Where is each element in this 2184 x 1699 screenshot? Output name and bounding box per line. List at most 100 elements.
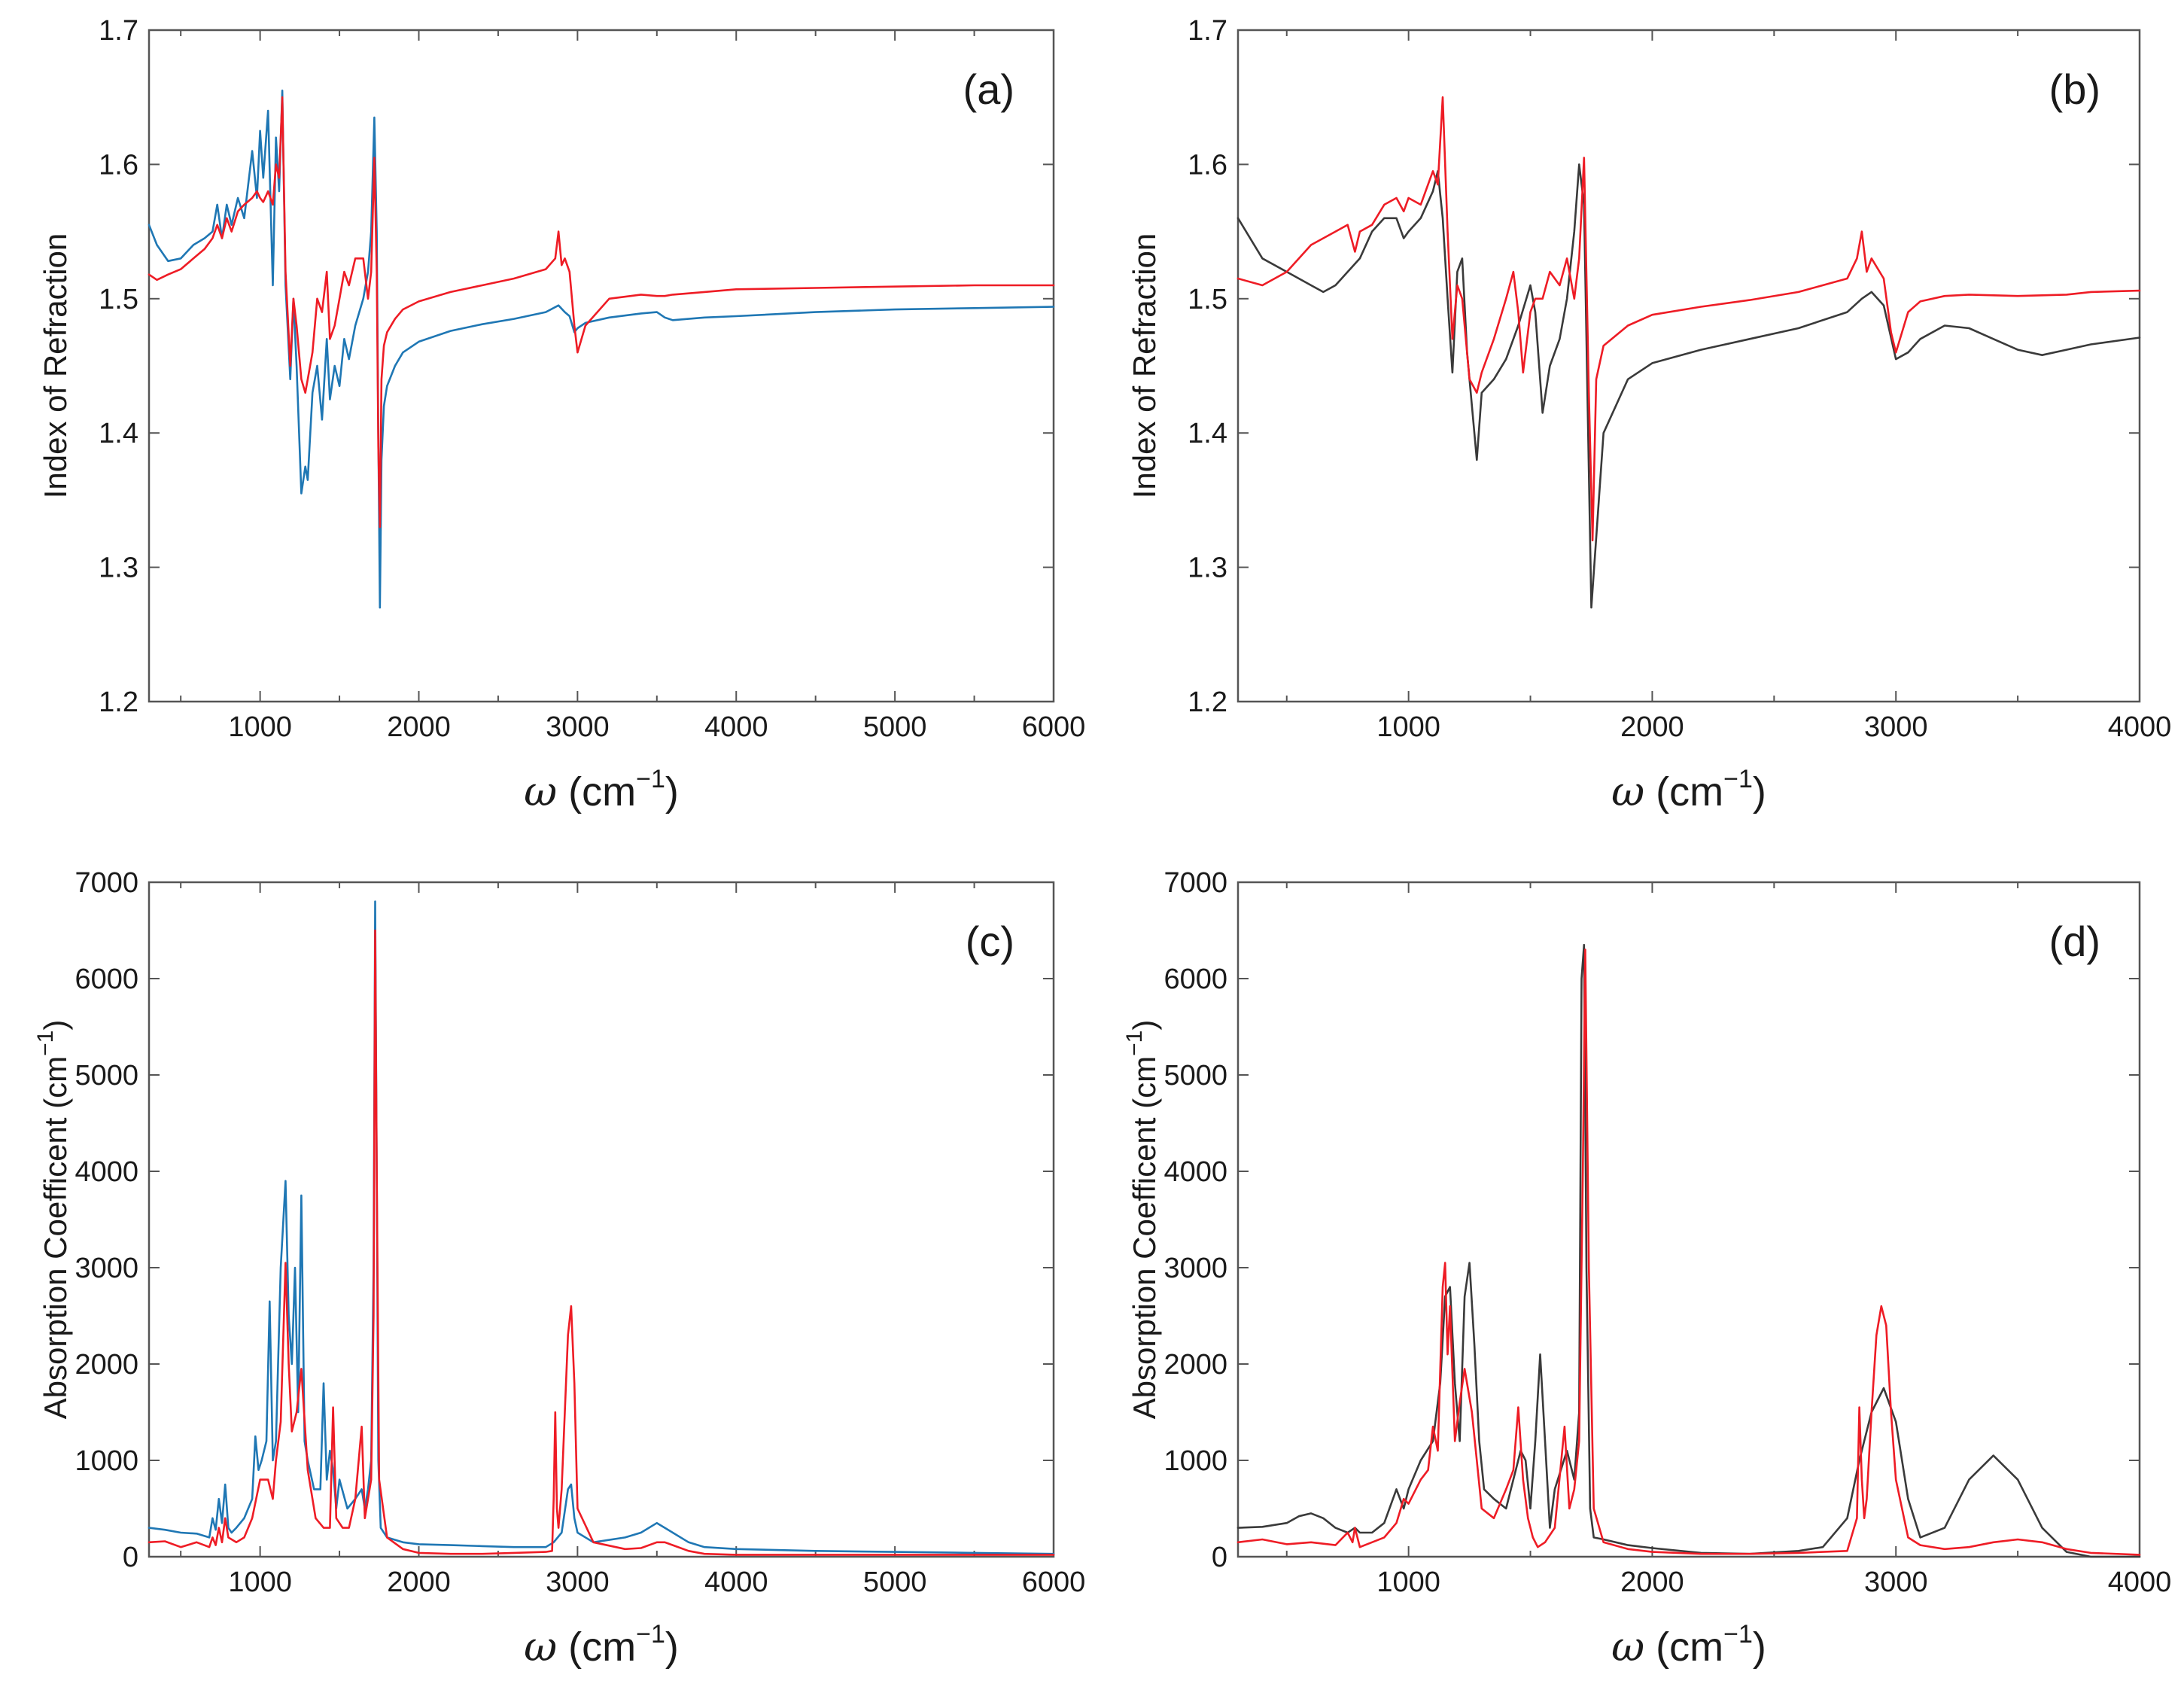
panel-label: (d) <box>2049 918 2100 965</box>
y-axis-title: Index of Refraction <box>38 233 73 499</box>
y-tick-label: 0 <box>1212 1542 1227 1573</box>
series-red-line <box>1236 96 2141 542</box>
y-tick-label: 1.4 <box>99 418 138 449</box>
y-tick-label: 1.3 <box>1188 553 1227 584</box>
y-tick-label: 1.3 <box>99 553 138 584</box>
y-tick-label: 1.6 <box>99 149 138 181</box>
x-axis-exponent: −1 <box>636 1620 665 1649</box>
x-axis-unit: (cm <box>1644 1624 1723 1670</box>
x-tick-label: 2000 <box>387 1567 451 1598</box>
y-tick-label: 1000 <box>75 1445 138 1477</box>
x-axis-close: ) <box>1753 1624 1766 1670</box>
x-axis-unit: (cm <box>557 769 636 814</box>
panel-a: 1000 2000 3000 4000 5000 6000 1.2 1.3 1.4 1.5 1.6 1… <box>38 15 1085 815</box>
x-axis-title: ω (cm−1) <box>524 765 679 815</box>
y-tick-label: 2000 <box>75 1349 138 1381</box>
y-tick-label: 4000 <box>1163 1156 1227 1188</box>
x-axis-symbol: ω <box>524 1623 557 1670</box>
x-axis-unit: (cm <box>557 1624 636 1670</box>
x-tick-label: 1000 <box>228 1567 292 1598</box>
x-axis-symbol: ω <box>524 768 557 815</box>
x-tick-label: 3000 <box>546 711 610 743</box>
x-axis-title: ω (cm−1) <box>1611 765 1766 815</box>
x-tick-label: 2000 <box>1620 1567 1684 1598</box>
y-tick-label: 1.7 <box>99 15 138 47</box>
y-axis-title: Absorption Coefficent (cm−1) <box>33 1020 73 1420</box>
y-tick-label: 1.2 <box>1188 687 1227 718</box>
panels: 1000 2000 3000 4000 5000 60001.21.31.41.51.61… <box>33 15 2171 1670</box>
y-tick-label: 0 <box>123 1542 138 1573</box>
y-axis-title-text: Absorption Coefficent (cm <box>1127 1056 1162 1419</box>
x-tick-label: 6000 <box>1022 1567 1086 1598</box>
y-tick-label: 1.5 <box>99 284 138 315</box>
x-tick-label: 3000 <box>546 1567 610 1598</box>
y-axis-title: Absorption Coefficent (cm−1) <box>1122 1020 1162 1420</box>
y-axis-title-text: Index of Refraction <box>1127 233 1162 499</box>
y-axis-exponent: −1 <box>33 1031 58 1056</box>
x-axis-exponent: −1 <box>1723 765 1753 793</box>
x-axis-title: ω (cm−1) <box>524 1620 679 1670</box>
x-tick-label: 1000 <box>228 711 292 743</box>
series-blue-line <box>148 90 1055 609</box>
x-axis-close: ) <box>665 1624 679 1670</box>
plot-area-d <box>1236 881 2141 1558</box>
x-tick-label: 5000 <box>863 711 927 743</box>
y-tick-label: 3000 <box>75 1253 138 1284</box>
y-axis-title-text: Absorption Coefficent (cm <box>38 1056 73 1419</box>
y-tick-label: 3000 <box>1163 1253 1227 1284</box>
series-red-line <box>148 929 1055 1556</box>
x-axis-exponent: −1 <box>636 765 665 793</box>
plot-area-a <box>148 29 1055 703</box>
series-blue-line <box>148 900 1055 1555</box>
series-red-line <box>1236 948 2141 1556</box>
x-axis-symbol: ω <box>1611 1623 1644 1670</box>
y-tick-label: 6000 <box>1163 964 1227 995</box>
panel-label: (b) <box>2049 65 2100 113</box>
plot-area-b <box>1236 29 2141 703</box>
x-tick-label: 4000 <box>2108 711 2172 743</box>
x-tick-label: 4000 <box>704 711 768 743</box>
x-axis-exponent: −1 <box>1723 1620 1753 1649</box>
series-black-line <box>1236 163 2141 609</box>
x-axis-unit: (cm <box>1644 769 1723 814</box>
y-axis-exponent: −1 <box>1122 1031 1147 1056</box>
x-tick-label: 5000 <box>863 1567 927 1598</box>
panel-label: (a) <box>963 65 1014 113</box>
y-axis-title: Index of Refraction <box>1127 233 1162 499</box>
series-black-line <box>1236 943 2141 1558</box>
x-tick-label: 3000 <box>1864 1567 1928 1598</box>
y-tick-label: 2000 <box>1163 1349 1227 1381</box>
y-tick-label: 5000 <box>75 1060 138 1092</box>
y-tick-label: 1.7 <box>1188 15 1227 47</box>
y-tick-label: 1.2 <box>99 687 138 718</box>
x-axis-title: ω (cm−1) <box>1611 1620 1766 1670</box>
y-tick-label: 1.5 <box>1188 284 1227 315</box>
y-tick-label: 1000 <box>1163 1445 1227 1477</box>
x-axis-close: ) <box>665 769 679 814</box>
series-red-line <box>148 96 1055 528</box>
y-tick-label: 1.6 <box>1188 149 1227 181</box>
y-tick-label: 7000 <box>1163 867 1227 899</box>
y-axis-title-text: Index of Refraction <box>38 233 73 499</box>
x-axis-close: ) <box>1753 769 1766 814</box>
y-tick-label: 7000 <box>75 867 138 899</box>
plot-area-c <box>148 881 1055 1558</box>
y-tick-label: 5000 <box>1163 1060 1227 1092</box>
x-tick-label: 2000 <box>1620 711 1684 743</box>
y-tick-label: 6000 <box>75 964 138 995</box>
panel-label: (c) <box>966 918 1014 965</box>
panel-d: 1000 2000 3000 4000 0 1000 2000 3000 4000 5000 600… <box>1122 867 2171 1670</box>
y-axis-close: ) <box>1127 1020 1162 1031</box>
x-tick-label: 4000 <box>704 1567 768 1598</box>
panel-c: 1000 2000 3000 4000 5000 6000 0 1000 2000 3000 400… <box>33 867 1085 1670</box>
panel-b: 1000 2000 3000 4000 1.2 1.3 1.4 1.5 1.6 1.7 (b) ω (… <box>1127 15 2171 815</box>
x-axis-symbol: ω <box>1611 768 1644 815</box>
y-axis-close: ) <box>38 1020 73 1031</box>
x-tick-label: 3000 <box>1864 711 1928 743</box>
x-tick-label: 1000 <box>1376 711 1440 743</box>
x-tick-label: 4000 <box>2108 1567 2172 1598</box>
x-tick-label: 1000 <box>1376 1567 1440 1598</box>
y-tick-label: 4000 <box>75 1156 138 1188</box>
y-tick-label: 1.4 <box>1188 418 1227 449</box>
